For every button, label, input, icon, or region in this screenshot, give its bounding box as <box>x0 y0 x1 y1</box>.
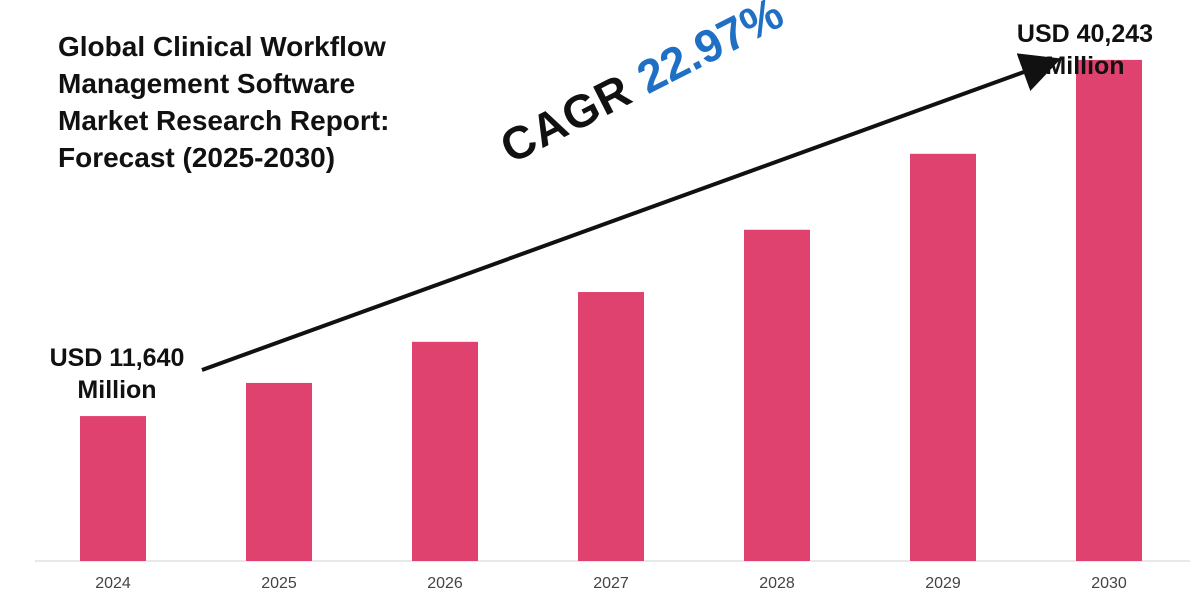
x-tick-label-2024: 2024 <box>95 575 131 592</box>
bar-2026 <box>412 341 478 561</box>
start-value-unit: Million <box>77 376 157 404</box>
title-line-2: Management Software <box>58 68 356 99</box>
x-tick-label-2030: 2030 <box>1091 575 1127 592</box>
x-tick-label-2029: 2029 <box>925 575 961 592</box>
x-tick-label-2026: 2026 <box>427 575 463 592</box>
bar-2024 <box>80 416 146 561</box>
x-tick-label-2028: 2028 <box>759 575 795 592</box>
tick-labels-group: 2024 2025 2026 2027 2028 2029 2030 <box>95 575 1127 592</box>
x-tick-label-2025: 2025 <box>261 575 297 592</box>
end-value-unit: Million <box>1045 52 1125 80</box>
start-value-label: USD 11,640 Million <box>22 342 212 406</box>
chart-title: Global Clinical Workflow Management Soft… <box>58 28 478 176</box>
bar-2030 <box>1076 59 1142 561</box>
bars-group <box>80 59 1142 562</box>
bar-2025 <box>246 382 312 561</box>
title-line-3: Market Research Report: <box>58 105 390 136</box>
bar-2029 <box>910 153 976 562</box>
end-value-amount: USD 40,243 <box>1016 20 1154 48</box>
bar-2028 <box>744 229 810 561</box>
title-line-1: Global Clinical Workflow <box>58 31 386 62</box>
x-tick-label-2027: 2027 <box>593 575 629 592</box>
growth-arrow <box>201 53 1062 372</box>
start-value-amount: USD 11,640 <box>49 344 185 372</box>
end-value-label: USD 40,243 Million <box>1010 18 1160 82</box>
bar-2027 <box>578 292 644 561</box>
title-line-4: Forecast (2025-2030) <box>58 142 336 173</box>
